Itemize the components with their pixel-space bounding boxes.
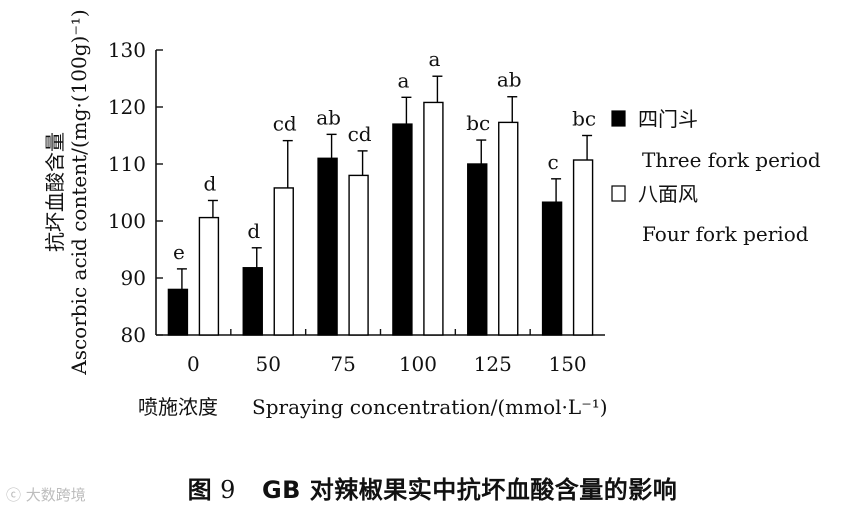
watermark: ⓒ 大数跨境 [6,484,86,505]
bar-series-2 [423,101,444,336]
significance-label: bc [572,107,596,131]
significance-label: cd [273,112,297,136]
x-tick-label: 0 [187,352,200,376]
caption-number: 9 [220,476,236,504]
legend-swatch-series-1 [611,110,626,127]
y-tick-label: 130 [108,38,146,62]
significance-label: a [428,47,440,71]
legend: 四门斗 Three fork period 八面风 Four fork peri… [611,107,821,246]
x-axis-title-en: Spraying concentration/(mmol·L⁻¹) [252,395,608,419]
bar-series-2 [572,159,594,336]
legend-label-series-1-en: Three fork period [642,148,821,172]
legend-swatch-series-2 [611,185,626,202]
figure-caption: 图 9 GB 对辣椒果实中抗坏血酸含量的影响 [0,470,865,505]
significance-label: cd [348,122,372,146]
caption-prefix: 图 [187,476,213,504]
significance-label: d [204,171,217,195]
bar-series-1 [317,157,338,336]
legend-label-series-2-en: Four fork period [642,222,809,246]
significance-label: bc [466,111,490,135]
bar-series-2 [273,187,294,336]
y-tick-label: 120 [108,95,146,119]
significance-label: ab [497,68,522,92]
y-axis-ticks: 80 90 100 110 120 130 [108,38,163,347]
y-axis-title-en: Ascorbic acid content/(mg·(100g)⁻¹) [67,9,91,376]
legend-label-series-2-cn: 八面风 [638,182,698,206]
bar-series-2 [348,174,369,336]
significance-label: d [247,219,260,243]
y-tick-label: 100 [108,209,146,233]
x-axis-title-cn: 喷施浓度 [138,395,218,419]
bar-series-2 [198,216,220,336]
significance-label: e [173,240,185,264]
bar-series-1 [242,267,263,336]
caption-text: GB 对辣椒果实中抗坏血酸含量的影响 [261,476,678,504]
x-tick-label: 125 [474,352,512,376]
significance-label: ab [316,105,341,129]
y-tick-label: 110 [108,152,146,176]
watermark-logo-icon: ⓒ [6,486,22,504]
bar-series-1 [392,123,413,336]
significance-label: c [547,150,558,174]
x-tick-label: 50 [256,352,281,376]
legend-label-series-1-cn: 四门斗 [638,107,698,131]
bar-series-2 [498,121,519,336]
bar-series-1 [167,288,189,336]
bar-series-1 [467,163,488,336]
x-tick-label: 75 [330,352,355,376]
y-tick-label: 90 [121,266,146,290]
y-tick-label: 80 [121,323,146,347]
significance-label: a [397,68,409,92]
y-axis-title-cn: 抗坏血酸含量 [43,132,67,252]
watermark-text: 大数跨境 [25,486,86,504]
bar-series-1 [541,201,563,336]
x-tick-label: 150 [548,352,586,376]
x-tick-label: 100 [399,352,437,376]
x-axis-ticks: 0 50 75 100 125 150 [187,329,587,376]
y-axis-title: 抗坏血酸含量 Ascorbic acid content/(mg·(100g)⁻… [43,9,91,376]
x-axis-title: 喷施浓度 Spraying concentration/(mmol·L⁻¹) [138,395,608,419]
